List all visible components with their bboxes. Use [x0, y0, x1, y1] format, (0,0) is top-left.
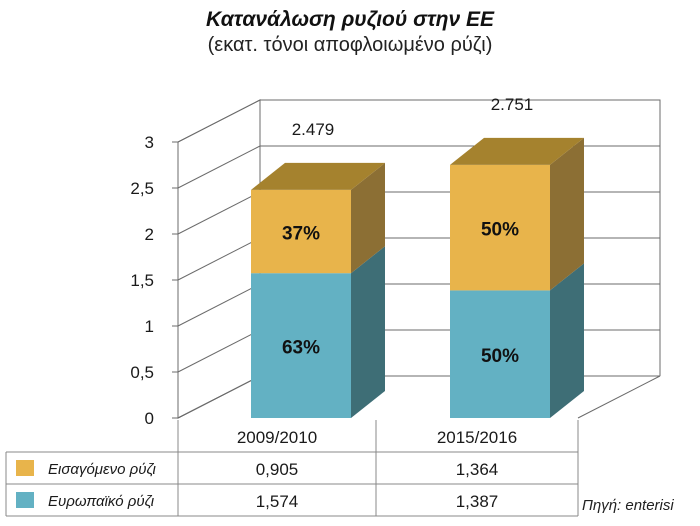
- bar-segment: [251, 273, 351, 418]
- legend-swatch: [16, 492, 34, 508]
- table-value-cell: 0,905: [256, 460, 299, 479]
- gridline-side: [177, 237, 261, 281]
- gridline-side: [177, 145, 261, 189]
- y-tick-label: 2,5: [130, 179, 154, 198]
- bar-total-label: 2.479: [292, 120, 335, 139]
- bar-percent-label: 50%: [481, 346, 519, 367]
- gridline-side: [177, 99, 261, 143]
- table-header-cell: 2009/2010: [237, 428, 317, 447]
- y-tick-label: 1: [145, 317, 154, 336]
- y-tick-label: 3: [145, 133, 154, 152]
- bar-labels: 63% 37% 2.479 50% 50% 2.751: [282, 95, 533, 367]
- bar-percent-label: 50%: [481, 220, 519, 241]
- gridline-side: [177, 191, 261, 235]
- y-tick-label: 0,5: [130, 363, 154, 382]
- bar-percent-label: 63%: [282, 338, 320, 359]
- bar-side: [351, 162, 385, 274]
- y-tick-label: 2: [145, 225, 154, 244]
- chart-title: Κατανάλωση ρυζιού στην ΕΕ: [205, 8, 495, 31]
- bar-percent-label: 37%: [282, 224, 320, 245]
- gridline-side: [177, 329, 261, 373]
- table-value-cell: 1,574: [256, 492, 299, 511]
- y-tick-label: 1,5: [130, 271, 154, 290]
- bars: [251, 137, 584, 418]
- table-value-cell: 1,387: [456, 492, 499, 511]
- data-table: 2009/2010 2015/2016 Εισαγόμενο ρύζι 0,905 1,…: [5, 420, 579, 517]
- source-note: Πηγή: enterisi: [582, 497, 674, 514]
- bar-top: [251, 162, 385, 190]
- bar-side: [550, 263, 584, 418]
- bar-segment: [450, 290, 550, 418]
- y-axis: 0 0,5 1 1,5 2 2,5 3: [130, 133, 178, 428]
- y-tick-label: 0: [145, 409, 154, 428]
- legend-label: Εισαγόμενο ρύζι: [48, 461, 157, 478]
- bar-total-label: 2.751: [491, 95, 534, 114]
- bar-top: [450, 137, 584, 165]
- table-header-cell: 2015/2016: [437, 428, 517, 447]
- bar-side: [351, 246, 385, 418]
- legend-swatch: [16, 460, 34, 476]
- chart-subtitle: (εκατ. τόνοι αποφλοιωμένο ρύζι): [207, 34, 493, 56]
- bar-segment: [450, 164, 550, 291]
- bar-side: [550, 137, 584, 291]
- table-value-cell: 1,364: [456, 460, 499, 479]
- legend-label: Ευρωπαϊκό ρύζι: [48, 493, 155, 510]
- gridline-side: [177, 375, 261, 419]
- gridline-side: [177, 283, 261, 327]
- chart-walls: [177, 99, 661, 419]
- bar-segment: [251, 189, 351, 274]
- floor: [177, 375, 661, 419]
